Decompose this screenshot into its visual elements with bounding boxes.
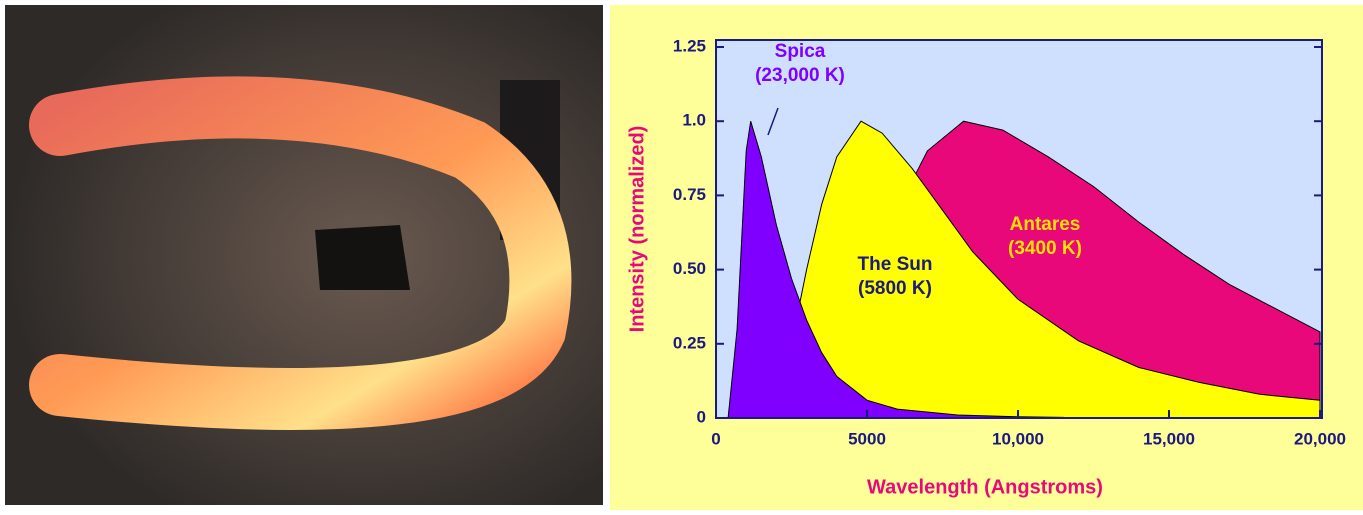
series-label: Antares	[1010, 214, 1081, 235]
horseshoe	[29, 76, 572, 430]
temperature-label: (23,000 K)	[755, 65, 845, 86]
photo	[5, 5, 603, 505]
annotation-pointer	[767, 107, 779, 136]
x-tick-label: 15,000	[1143, 429, 1195, 448]
x-tick-label: 10,000	[992, 429, 1044, 448]
temperature-label: (5800 K)	[858, 278, 932, 299]
y-tick-label: 1.25	[673, 36, 706, 55]
series-label: The Sun	[858, 254, 933, 275]
y-tick-label: 0.25	[673, 333, 706, 352]
temperature-label: (3400 K)	[1008, 238, 1082, 259]
x-tick-label: 0	[711, 429, 720, 448]
area	[760, 120, 1321, 419]
y-tick-label: 0	[697, 407, 706, 426]
x-tick-label: 20,000	[1294, 429, 1346, 448]
y-axis-label: Intensity (normalized)	[626, 126, 648, 333]
curves	[727, 120, 1321, 419]
y-tick-label: 0.75	[673, 185, 706, 204]
x-tick-label: 5000	[848, 429, 886, 448]
x-axis-label: Wavelength (Angstroms)	[867, 476, 1103, 498]
y-tick-label: 0.50	[673, 259, 706, 278]
y-tick-label: 1.0	[682, 111, 706, 130]
anvil-hole	[315, 225, 410, 290]
series-label: Spica	[775, 41, 826, 62]
